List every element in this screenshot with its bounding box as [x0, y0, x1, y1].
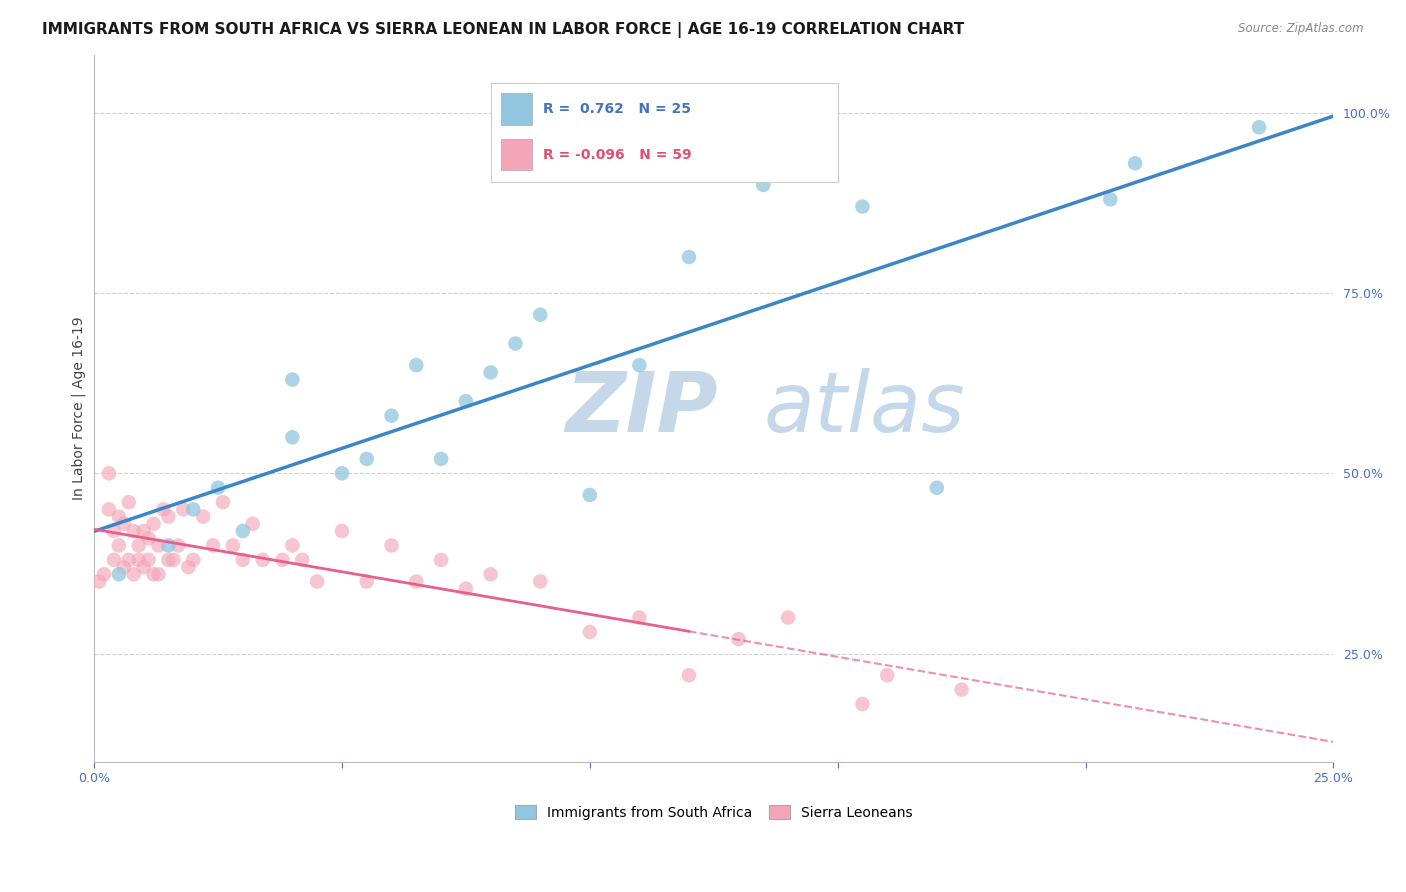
Point — [330, 467, 353, 481]
Point — [128, 538, 150, 552]
Point — [479, 365, 502, 379]
Point — [112, 560, 135, 574]
Point — [505, 336, 527, 351]
Point — [118, 553, 141, 567]
Point — [678, 668, 700, 682]
Point — [97, 467, 120, 481]
Point — [950, 682, 973, 697]
Point — [271, 553, 294, 567]
Point — [479, 567, 502, 582]
Point — [778, 610, 800, 624]
Point — [142, 567, 165, 582]
Point — [529, 308, 551, 322]
Point — [851, 200, 873, 214]
Point — [242, 516, 264, 531]
Point — [454, 394, 477, 409]
Point — [232, 524, 254, 538]
Point — [578, 488, 600, 502]
Point — [108, 509, 131, 524]
Point — [212, 495, 235, 509]
Point — [529, 574, 551, 589]
Point — [191, 509, 214, 524]
Text: atlas: atlas — [763, 368, 965, 449]
Point — [291, 553, 314, 567]
Point — [252, 553, 274, 567]
Point — [148, 538, 170, 552]
Point — [380, 409, 402, 423]
Point — [330, 524, 353, 538]
Point — [103, 553, 125, 567]
Point — [148, 567, 170, 582]
Point — [132, 560, 155, 574]
Point — [578, 624, 600, 639]
Text: IMMIGRANTS FROM SOUTH AFRICA VS SIERRA LEONEAN IN LABOR FORCE | AGE 16-19 CORREL: IMMIGRANTS FROM SOUTH AFRICA VS SIERRA L… — [42, 22, 965, 38]
Point — [167, 538, 190, 552]
Point — [281, 430, 304, 444]
Point — [1247, 120, 1270, 135]
Text: Source: ZipAtlas.com: Source: ZipAtlas.com — [1239, 22, 1364, 36]
Point — [207, 481, 229, 495]
Point — [162, 553, 184, 567]
Point — [925, 481, 948, 495]
Point — [851, 697, 873, 711]
Point — [628, 358, 651, 372]
Point — [356, 451, 378, 466]
Point — [222, 538, 245, 552]
Point — [678, 250, 700, 264]
Point — [405, 574, 427, 589]
Point — [628, 610, 651, 624]
Point — [138, 531, 160, 545]
Point — [430, 451, 453, 466]
Point — [181, 502, 204, 516]
Point — [307, 574, 329, 589]
Point — [112, 516, 135, 531]
Point — [177, 560, 200, 574]
Point — [876, 668, 898, 682]
Point — [128, 553, 150, 567]
Point — [181, 553, 204, 567]
Point — [103, 524, 125, 538]
Point — [87, 574, 110, 589]
Text: ZIP: ZIP — [565, 368, 717, 449]
Point — [405, 358, 427, 372]
Point — [152, 502, 174, 516]
Point — [752, 178, 775, 192]
Point — [430, 553, 453, 567]
Point — [122, 524, 145, 538]
Point — [1123, 156, 1146, 170]
Point — [281, 538, 304, 552]
Point — [93, 567, 115, 582]
Point — [202, 538, 225, 552]
Point — [132, 524, 155, 538]
Point — [142, 516, 165, 531]
Y-axis label: In Labor Force | Age 16-19: In Labor Force | Age 16-19 — [72, 317, 86, 500]
Point — [281, 373, 304, 387]
Legend: Immigrants from South Africa, Sierra Leoneans: Immigrants from South Africa, Sierra Leo… — [509, 799, 918, 825]
Point — [356, 574, 378, 589]
Point — [157, 553, 180, 567]
Point — [138, 553, 160, 567]
Point — [97, 502, 120, 516]
Point — [108, 567, 131, 582]
Point — [454, 582, 477, 596]
Point — [118, 495, 141, 509]
Point — [232, 553, 254, 567]
Point — [1099, 192, 1122, 206]
Point — [122, 567, 145, 582]
Point — [157, 509, 180, 524]
Point — [727, 632, 749, 647]
Point — [157, 538, 180, 552]
Point — [172, 502, 194, 516]
Point — [380, 538, 402, 552]
Point — [108, 538, 131, 552]
